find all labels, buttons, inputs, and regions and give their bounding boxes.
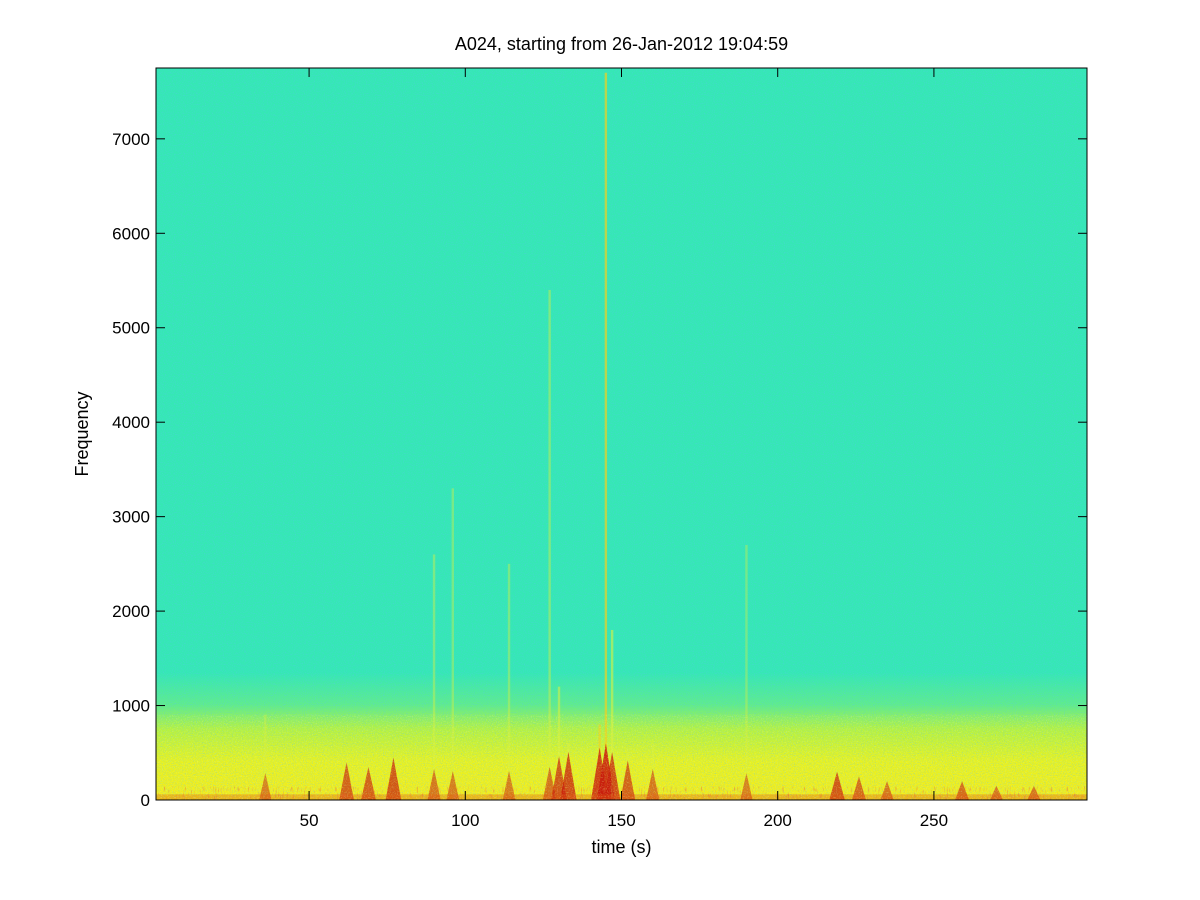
y-tick-label: 1000	[112, 697, 150, 716]
x-tick-label: 250	[920, 811, 948, 830]
y-tick-label: 4000	[112, 413, 150, 432]
spectrogram-plot	[156, 68, 1087, 800]
transient-streak	[548, 289, 551, 800]
transient-streak	[604, 72, 608, 800]
transient-streak	[745, 544, 748, 800]
y-tick-label: 2000	[112, 602, 150, 621]
y-tick-label: 3000	[112, 508, 150, 527]
x-axis-label: time (s)	[592, 837, 652, 857]
y-tick-label: 6000	[112, 224, 150, 243]
transient-streak	[432, 554, 436, 800]
axis-ticks: 50 100 150 200 250 0 1000 2000 3000 4000 5000 6000 7…	[112, 68, 1087, 830]
x-tick-label: 150	[607, 811, 635, 830]
y-tick-label: 5000	[112, 319, 150, 338]
chart-title: A024, starting from 26-Jan-2012 19:04:59	[455, 34, 788, 54]
noise-texture-low-band	[156, 714, 1087, 800]
x-tick-label: 100	[451, 811, 479, 830]
y-tick-label: 0	[141, 791, 150, 810]
x-tick-label: 50	[300, 811, 319, 830]
transient-streak	[507, 563, 511, 800]
y-tick-label: 7000	[112, 130, 150, 149]
transient-streak	[451, 488, 454, 800]
noise-texture-dark	[156, 68, 1087, 800]
y-axis-label: Frequency	[72, 391, 92, 476]
x-tick-label: 200	[764, 811, 792, 830]
